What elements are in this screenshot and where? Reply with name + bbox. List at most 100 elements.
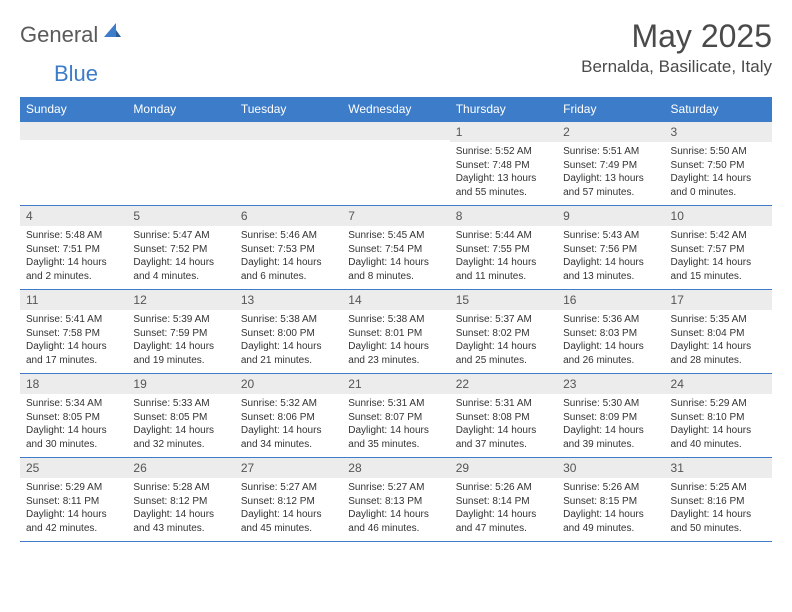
sunrise-text: Sunrise: 5:41 AM (26, 313, 121, 327)
day-cell: 8Sunrise: 5:44 AMSunset: 7:55 PMDaylight… (450, 206, 557, 290)
day-number: 10 (665, 206, 772, 226)
sunset-text: Sunset: 7:58 PM (26, 327, 121, 341)
sunset-text: Sunset: 7:48 PM (456, 159, 551, 173)
day-details: Sunrise: 5:43 AMSunset: 7:56 PMDaylight:… (557, 226, 664, 289)
day-details: Sunrise: 5:32 AMSunset: 8:06 PMDaylight:… (235, 394, 342, 457)
day-cell: 13Sunrise: 5:38 AMSunset: 8:00 PMDayligh… (235, 290, 342, 374)
day-details: Sunrise: 5:33 AMSunset: 8:05 PMDaylight:… (127, 394, 234, 457)
dayhead-thursday: Thursday (450, 97, 557, 122)
day-details: Sunrise: 5:52 AMSunset: 7:48 PMDaylight:… (450, 142, 557, 205)
day-cell: 29Sunrise: 5:26 AMSunset: 8:14 PMDayligh… (450, 458, 557, 542)
day-details: Sunrise: 5:36 AMSunset: 8:03 PMDaylight:… (557, 310, 664, 373)
daylight-text: Daylight: 14 hours and 30 minutes. (26, 424, 121, 451)
daylight-text: Daylight: 13 hours and 55 minutes. (456, 172, 551, 199)
day-number: 4 (20, 206, 127, 226)
day-details: Sunrise: 5:31 AMSunset: 8:08 PMDaylight:… (450, 394, 557, 457)
day-number (127, 122, 234, 140)
day-cell: 27Sunrise: 5:27 AMSunset: 8:12 PMDayligh… (235, 458, 342, 542)
day-cell: 10Sunrise: 5:42 AMSunset: 7:57 PMDayligh… (665, 206, 772, 290)
day-details: Sunrise: 5:31 AMSunset: 8:07 PMDaylight:… (342, 394, 449, 457)
day-number: 27 (235, 458, 342, 478)
day-number: 28 (342, 458, 449, 478)
day-cell: 2Sunrise: 5:51 AMSunset: 7:49 PMDaylight… (557, 122, 664, 206)
day-number (342, 122, 449, 140)
day-details: Sunrise: 5:26 AMSunset: 8:15 PMDaylight:… (557, 478, 664, 541)
week-row: 11Sunrise: 5:41 AMSunset: 7:58 PMDayligh… (20, 290, 772, 374)
daylight-text: Daylight: 14 hours and 25 minutes. (456, 340, 551, 367)
day-details: Sunrise: 5:29 AMSunset: 8:10 PMDaylight:… (665, 394, 772, 457)
daylight-text: Daylight: 14 hours and 49 minutes. (563, 508, 658, 535)
day-cell: 4Sunrise: 5:48 AMSunset: 7:51 PMDaylight… (20, 206, 127, 290)
sunset-text: Sunset: 8:13 PM (348, 495, 443, 509)
week-row: 1Sunrise: 5:52 AMSunset: 7:48 PMDaylight… (20, 122, 772, 206)
week-row: 25Sunrise: 5:29 AMSunset: 8:11 PMDayligh… (20, 458, 772, 542)
sunset-text: Sunset: 7:49 PM (563, 159, 658, 173)
day-number: 5 (127, 206, 234, 226)
sunrise-text: Sunrise: 5:34 AM (26, 397, 121, 411)
sunset-text: Sunset: 8:03 PM (563, 327, 658, 341)
sunset-text: Sunset: 8:15 PM (563, 495, 658, 509)
day-cell: 23Sunrise: 5:30 AMSunset: 8:09 PMDayligh… (557, 374, 664, 458)
sunrise-text: Sunrise: 5:46 AM (241, 229, 336, 243)
daylight-text: Daylight: 14 hours and 21 minutes. (241, 340, 336, 367)
day-details: Sunrise: 5:39 AMSunset: 7:59 PMDaylight:… (127, 310, 234, 373)
sunset-text: Sunset: 7:52 PM (133, 243, 228, 257)
dayhead-monday: Monday (127, 97, 234, 122)
sunset-text: Sunset: 7:54 PM (348, 243, 443, 257)
week-row: 4Sunrise: 5:48 AMSunset: 7:51 PMDaylight… (20, 206, 772, 290)
day-cell: 11Sunrise: 5:41 AMSunset: 7:58 PMDayligh… (20, 290, 127, 374)
sunset-text: Sunset: 8:06 PM (241, 411, 336, 425)
day-details: Sunrise: 5:27 AMSunset: 8:13 PMDaylight:… (342, 478, 449, 541)
day-number: 17 (665, 290, 772, 310)
day-number: 22 (450, 374, 557, 394)
weekday-header-row: Sunday Monday Tuesday Wednesday Thursday… (20, 97, 772, 122)
daylight-text: Daylight: 14 hours and 45 minutes. (241, 508, 336, 535)
day-number: 29 (450, 458, 557, 478)
day-details: Sunrise: 5:25 AMSunset: 8:16 PMDaylight:… (665, 478, 772, 541)
daylight-text: Daylight: 14 hours and 37 minutes. (456, 424, 551, 451)
day-number: 25 (20, 458, 127, 478)
daylight-text: Daylight: 13 hours and 57 minutes. (563, 172, 658, 199)
day-cell: 31Sunrise: 5:25 AMSunset: 8:16 PMDayligh… (665, 458, 772, 542)
logo-sail-icon (102, 21, 122, 44)
daylight-text: Daylight: 14 hours and 15 minutes. (671, 256, 766, 283)
sunset-text: Sunset: 8:04 PM (671, 327, 766, 341)
sunrise-text: Sunrise: 5:33 AM (133, 397, 228, 411)
day-number: 18 (20, 374, 127, 394)
day-details: Sunrise: 5:46 AMSunset: 7:53 PMDaylight:… (235, 226, 342, 289)
daylight-text: Daylight: 14 hours and 0 minutes. (671, 172, 766, 199)
day-details: Sunrise: 5:38 AMSunset: 8:00 PMDaylight:… (235, 310, 342, 373)
daylight-text: Daylight: 14 hours and 6 minutes. (241, 256, 336, 283)
day-details: Sunrise: 5:29 AMSunset: 8:11 PMDaylight:… (20, 478, 127, 541)
day-number: 13 (235, 290, 342, 310)
sunrise-text: Sunrise: 5:50 AM (671, 145, 766, 159)
dayhead-sunday: Sunday (20, 97, 127, 122)
sunrise-text: Sunrise: 5:44 AM (456, 229, 551, 243)
sunrise-text: Sunrise: 5:32 AM (241, 397, 336, 411)
calendar-body: 1Sunrise: 5:52 AMSunset: 7:48 PMDaylight… (20, 122, 772, 542)
sunrise-text: Sunrise: 5:25 AM (671, 481, 766, 495)
sunset-text: Sunset: 7:51 PM (26, 243, 121, 257)
daylight-text: Daylight: 14 hours and 8 minutes. (348, 256, 443, 283)
calendar-page: General May 2025 Bernalda, Basilicate, I… (0, 0, 792, 560)
day-number: 31 (665, 458, 772, 478)
day-number: 2 (557, 122, 664, 142)
day-number: 9 (557, 206, 664, 226)
sunrise-text: Sunrise: 5:38 AM (348, 313, 443, 327)
logo-text-general: General (20, 22, 98, 48)
dayhead-tuesday: Tuesday (235, 97, 342, 122)
day-cell: 3Sunrise: 5:50 AMSunset: 7:50 PMDaylight… (665, 122, 772, 206)
day-number: 19 (127, 374, 234, 394)
sunset-text: Sunset: 8:05 PM (133, 411, 228, 425)
sunset-text: Sunset: 8:02 PM (456, 327, 551, 341)
sunrise-text: Sunrise: 5:45 AM (348, 229, 443, 243)
day-details: Sunrise: 5:38 AMSunset: 8:01 PMDaylight:… (342, 310, 449, 373)
day-details: Sunrise: 5:42 AMSunset: 7:57 PMDaylight:… (665, 226, 772, 289)
sunset-text: Sunset: 8:14 PM (456, 495, 551, 509)
day-cell: 18Sunrise: 5:34 AMSunset: 8:05 PMDayligh… (20, 374, 127, 458)
sunset-text: Sunset: 7:55 PM (456, 243, 551, 257)
sunrise-text: Sunrise: 5:43 AM (563, 229, 658, 243)
sunrise-text: Sunrise: 5:29 AM (26, 481, 121, 495)
day-cell: 20Sunrise: 5:32 AMSunset: 8:06 PMDayligh… (235, 374, 342, 458)
daylight-text: Daylight: 14 hours and 32 minutes. (133, 424, 228, 451)
